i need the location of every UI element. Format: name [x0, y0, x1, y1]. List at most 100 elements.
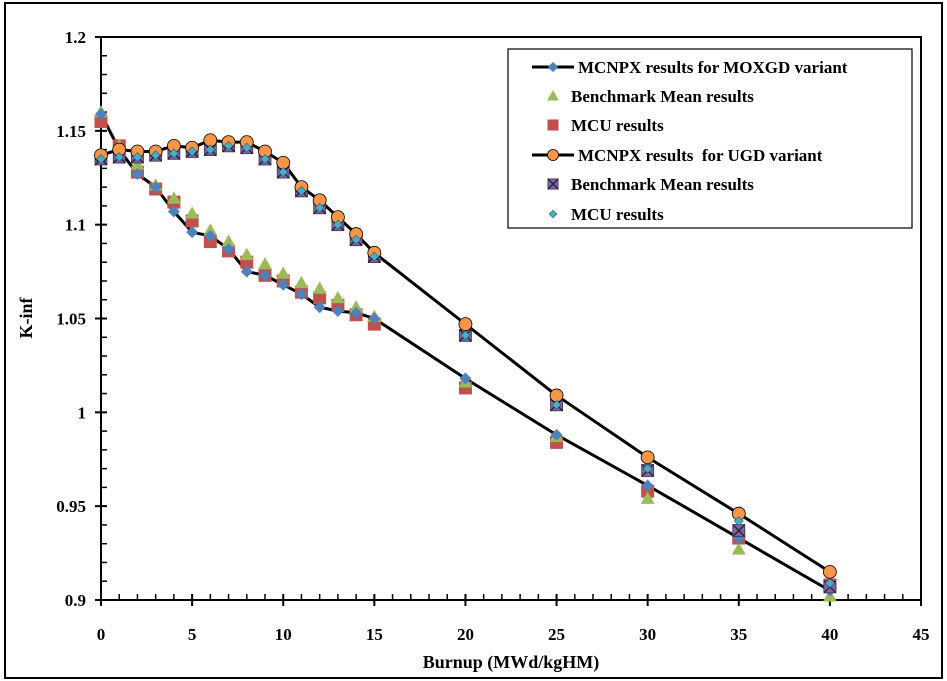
- data-point: [330, 290, 345, 304]
- data-point: [186, 226, 199, 239]
- data-point: [96, 154, 106, 164]
- x-tick-label: 40: [821, 625, 838, 644]
- data-point: [131, 167, 144, 180]
- series-markers: [94, 105, 837, 602]
- legend-marker-icon: [547, 178, 559, 190]
- y-tick-label: 1.05: [56, 310, 86, 329]
- legend-marker-icon: [547, 119, 559, 131]
- data-point: [132, 152, 143, 163]
- data-point: [824, 578, 835, 589]
- data-point: [458, 317, 473, 332]
- data-point: [822, 564, 837, 579]
- axes: 0.9 0.95 1 1.05 1.1 1.15 1.2 0 5 10 15 20 25 30 35 40 45: [56, 28, 929, 644]
- data-point: [368, 312, 381, 325]
- x-tick-label: 5: [188, 625, 197, 644]
- data-point: [331, 304, 344, 317]
- legend-label: MCU results: [571, 205, 664, 224]
- data-point: [185, 206, 200, 219]
- legend-box: [507, 48, 913, 229]
- legend-label: MCNPX results for MOXGD variant: [578, 58, 848, 77]
- data-point: [460, 330, 471, 341]
- data-point: [732, 524, 746, 537]
- legend-item: MCNPX results for MOXGD variant: [532, 58, 848, 77]
- data-point: [731, 542, 746, 555]
- data-point: [222, 243, 235, 256]
- data-point: [369, 251, 380, 262]
- data-point: [203, 223, 218, 236]
- data-point: [640, 491, 655, 504]
- legend-item: Benchmark Mean results: [547, 87, 754, 106]
- data-point: [187, 146, 198, 157]
- data-point: [551, 399, 562, 410]
- data-point: [114, 152, 125, 163]
- y-tick-label: 1.15: [56, 122, 86, 141]
- data-point: [276, 266, 291, 279]
- data-point: [168, 148, 179, 159]
- data-point: [312, 281, 327, 294]
- data-point: [296, 185, 307, 196]
- data-point: [239, 247, 254, 260]
- series-5-points: [96, 140, 835, 589]
- legend-marker-icon: [547, 61, 559, 73]
- legend-item: MCU results: [547, 116, 664, 135]
- data-point: [94, 114, 108, 128]
- x-tick-label: 20: [457, 625, 474, 644]
- legend-marker-icon: [547, 149, 559, 161]
- data-point: [550, 428, 563, 441]
- data-point: [313, 301, 326, 314]
- data-point: [640, 450, 655, 465]
- data-point: [240, 265, 253, 278]
- y-axis-title: K-inf: [16, 297, 36, 339]
- data-point: [95, 107, 107, 120]
- x-tick-label: 0: [97, 625, 106, 644]
- data-point: [278, 167, 289, 178]
- legend-item: Benchmark Mean results: [547, 175, 754, 194]
- y-tick-label: 1: [78, 403, 87, 422]
- y-tick-label: 1.1: [65, 216, 86, 235]
- data-point: [294, 275, 309, 289]
- data-point: [150, 150, 161, 161]
- data-point: [259, 269, 271, 282]
- legend: MCNPX results for MOXGD variant Benchmark…: [507, 48, 913, 229]
- data-point: [166, 191, 181, 204]
- data-point: [641, 479, 654, 492]
- legend-label: MCU results: [571, 116, 664, 135]
- y-tick-label: 0.95: [56, 497, 86, 516]
- x-tick-label: 45: [913, 625, 930, 644]
- data-point: [350, 306, 363, 319]
- data-point: [313, 291, 327, 305]
- data-point: [205, 144, 216, 155]
- legend-item: MCU results: [548, 205, 664, 224]
- data-point: [332, 219, 343, 230]
- x-square-cross: [547, 178, 559, 190]
- data-point: [459, 372, 472, 385]
- y-tick-label: 0.9: [65, 591, 86, 610]
- data-point: [221, 234, 236, 247]
- x-tick-label: 30: [639, 625, 656, 644]
- data-point: [260, 154, 270, 164]
- data-point: [204, 229, 217, 242]
- data-point: [349, 300, 364, 313]
- x-tick-label: 25: [548, 625, 565, 644]
- legend-item: MCNPX results for UGD variant: [532, 146, 823, 165]
- data-point: [241, 142, 252, 153]
- y-tick-label: 1.2: [65, 28, 86, 47]
- x-tick-label: 10: [275, 625, 292, 644]
- legend-marker-icon: [547, 90, 559, 101]
- x-tick-label: 15: [366, 625, 383, 644]
- data-point: [277, 278, 290, 291]
- data-point: [130, 157, 145, 170]
- data-point: [167, 205, 180, 218]
- legend-marker-icon: [548, 209, 558, 219]
- data-point: [295, 288, 308, 301]
- data-point: [733, 516, 744, 527]
- data-point: [258, 257, 272, 270]
- x-square-cross: [732, 524, 746, 537]
- x-tick-label: 35: [730, 625, 747, 644]
- data-point: [149, 181, 162, 194]
- legend-label: Benchmark Mean results: [571, 87, 754, 106]
- x-axis-title: Burnup (MWd/kgHM): [423, 652, 600, 673]
- legend-label: MCNPX results for UGD variant: [578, 146, 823, 165]
- legend-label: Benchmark Mean results: [571, 175, 754, 194]
